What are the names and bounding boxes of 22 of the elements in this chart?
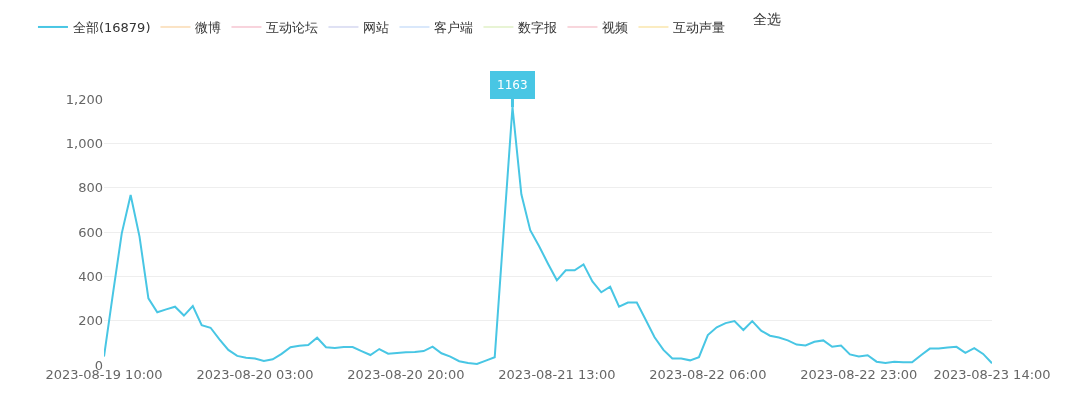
y-tick-label: 800 [78, 180, 103, 196]
y-tick-label: 1,200 [65, 91, 103, 107]
legend-label: 全部(16879) [72, 20, 151, 36]
legend-label: 互动声量 [673, 20, 726, 36]
x-tick-label: 2023-08-20 03:00 [196, 367, 314, 382]
annotation: 1163 [497, 78, 528, 92]
x-tick-label: 2023-08-21 13:00 [498, 367, 616, 382]
x-tick-label: 2023-08-22 23:00 [800, 367, 918, 382]
y-tick-label: 1,000 [65, 135, 103, 151]
x-tick-label: 2023-08-20 20:00 [347, 367, 465, 382]
legend-label: 客户端 [434, 20, 474, 36]
x-tick-label: 2023-08-22 06:00 [649, 367, 767, 382]
x-tick-label: 2023-08-23 14:00 [933, 367, 1051, 382]
y-tick-label: 200 [78, 313, 103, 329]
legend-label: 视频 [602, 20, 629, 36]
legend-label: 数字报 [518, 20, 558, 36]
legend-label: 微博 [195, 20, 222, 36]
y-tick-label: 600 [78, 224, 103, 240]
text: 全选 [753, 11, 781, 27]
legend-label: 网站 [363, 20, 390, 36]
y-tick-label: 400 [78, 268, 103, 284]
legend-label: 互动论坛 [266, 20, 319, 36]
